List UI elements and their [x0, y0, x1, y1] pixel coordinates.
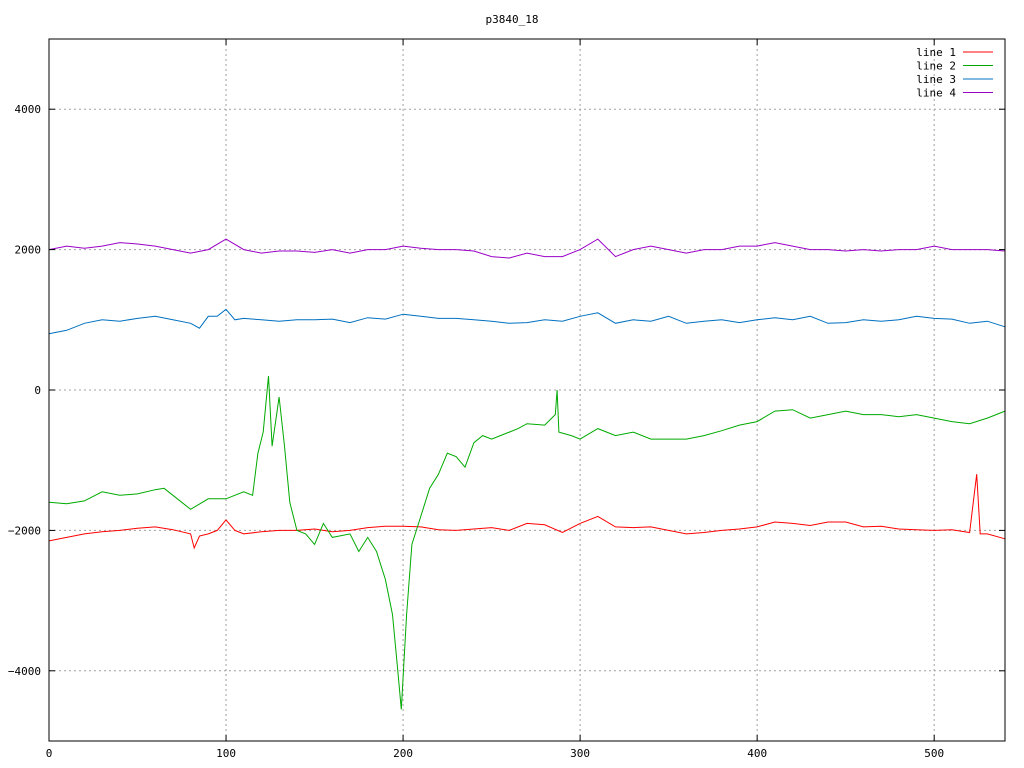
x-tick-label: 100 — [216, 747, 236, 760]
x-axis: 0 100 200 300 400 500 — [46, 39, 944, 760]
x-tick-label: 300 — [570, 747, 590, 760]
series-line-3 — [48, 308, 1006, 335]
chart-title: p3840_18 — [486, 13, 539, 26]
series-line-1 — [48, 474, 1006, 550]
x-tick-label: 200 — [393, 747, 413, 760]
y-tick-label: −2000 — [8, 524, 41, 537]
x-tick-label: 0 — [46, 747, 53, 760]
x-tick-label: 500 — [924, 747, 944, 760]
y-tick-label: 4000 — [15, 103, 42, 116]
grid-lines — [49, 39, 1005, 741]
series-line-2 — [48, 375, 1006, 710]
legend-label: line 2 — [916, 60, 956, 73]
y-tick-label: 0 — [34, 384, 41, 397]
y-tick-label: 2000 — [15, 244, 42, 257]
y-tick-label: −4000 — [8, 665, 41, 678]
legend-label: line 4 — [916, 87, 956, 100]
legend-label: line 1 — [916, 46, 956, 59]
series-group — [48, 238, 1006, 710]
y-axis: −4000 −2000 0 2000 4000 — [8, 103, 1005, 678]
legend-label: line 3 — [916, 73, 956, 86]
series-line-4 — [48, 238, 1006, 259]
plot-frame — [48, 38, 1006, 742]
x-tick-label: 400 — [747, 747, 767, 760]
